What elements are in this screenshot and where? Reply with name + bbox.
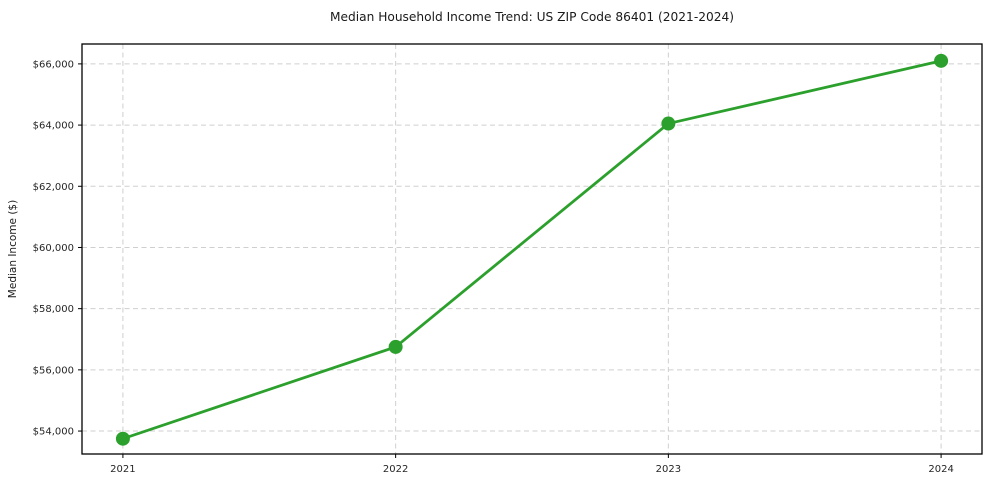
y-tick-label: $64,000 [33,121,74,132]
y-tick-label: $58,000 [33,304,74,315]
plot-area: $54,000 $56,000 $58,000 $60,000 $62,000 $64,0… [33,43,983,475]
x-tick-label: 2023 [656,464,681,475]
y-tick-label: $62,000 [33,182,74,193]
data-point-marker [661,116,676,131]
plot-border [81,43,983,455]
trend-line [121,59,943,441]
data-point-marker [388,339,403,354]
y-axis-label: Median Income ($) [7,200,19,298]
x-tick-label: 2021 [110,464,135,475]
y-tick-label: $66,000 [33,59,74,70]
x-tick-label: 2024 [928,464,953,475]
data-point-marker [934,53,949,68]
y-tick-label: $60,000 [33,243,74,254]
x-tick-label: 2022 [383,464,408,475]
data-point-marker [115,431,130,446]
chart-title: Median Household Income Trend: US ZIP Co… [330,10,734,24]
y-tick-label: $56,000 [33,365,74,376]
y-tick-label: $54,000 [33,427,74,438]
